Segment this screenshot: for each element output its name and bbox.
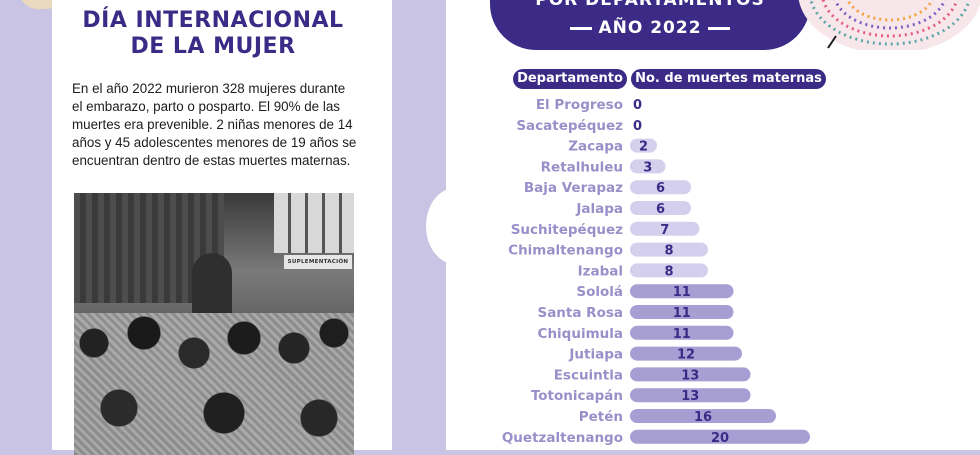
- value-label: 16: [694, 410, 712, 425]
- bar: [630, 409, 776, 423]
- ornament-decor: [798, 0, 980, 50]
- panel-gutter: [374, 0, 392, 450]
- department-label: Quetzaltenango: [502, 430, 623, 446]
- department-label: Petén: [579, 409, 623, 425]
- bar: [630, 346, 742, 361]
- header-year: AÑO 2022: [490, 18, 810, 38]
- left-decor-strip: [0, 0, 52, 450]
- department-label: Baja Verapaz: [524, 180, 623, 196]
- bar: [630, 263, 708, 278]
- header-band: [490, 0, 810, 50]
- department-label: Chiquimula: [538, 326, 623, 342]
- department-label: Totonicapán: [531, 388, 623, 404]
- bar: [630, 325, 734, 340]
- bar: [630, 138, 657, 153]
- department-label: Suchitepéquez: [511, 222, 623, 238]
- department-label: El Progreso: [536, 97, 623, 113]
- value-label: 7: [660, 223, 669, 238]
- value-label: 3: [643, 160, 652, 175]
- value-label: 11: [673, 306, 691, 321]
- title-line-2: DE LA MUJER: [130, 34, 296, 59]
- value-label: 0: [633, 98, 642, 113]
- value-label: 8: [664, 264, 673, 279]
- department-label: Santa Rosa: [537, 305, 623, 321]
- value-label: 0: [633, 119, 642, 134]
- department-label: Sololá: [576, 284, 623, 300]
- department-label: Zacapa: [568, 139, 623, 155]
- column-header-deaths: No. de muertes maternas: [631, 69, 826, 89]
- column-header-department: Departamento: [513, 69, 627, 89]
- page-title: DÍA INTERNACIONAL DE LA MUJER: [52, 8, 374, 60]
- department-label: Retalhuleu: [541, 159, 623, 175]
- department-label: Escuintla: [554, 367, 623, 383]
- value-label: 8: [664, 244, 673, 259]
- department-label: Chimaltenango: [508, 243, 623, 259]
- dash-left: [570, 26, 593, 30]
- photo-sign: SUPLEMENTACIÓN: [284, 255, 352, 269]
- photo-window: [274, 193, 354, 253]
- intro-paragraph: En el año 2022 murieron 328 mujeres dura…: [72, 81, 357, 168]
- classroom-photo: SUPLEMENTACIÓN: [74, 193, 354, 455]
- bar: [630, 284, 734, 299]
- value-label: 11: [673, 285, 691, 300]
- department-label: Izabal: [578, 263, 623, 279]
- bar: [630, 201, 691, 215]
- bar: [630, 159, 666, 174]
- value-label: 20: [711, 431, 729, 446]
- bar: [630, 305, 734, 319]
- bar: [630, 388, 751, 403]
- bar: [630, 242, 708, 257]
- dash-right: [707, 26, 730, 30]
- department-label: Jalapa: [575, 201, 623, 217]
- bar: [630, 180, 691, 195]
- value-label: 12: [677, 348, 695, 363]
- value-label: 6: [656, 181, 665, 196]
- department-label: Sacatepéquez: [516, 118, 623, 134]
- value-label: 13: [681, 389, 699, 404]
- bar: [630, 429, 810, 444]
- bar: [630, 367, 751, 382]
- header-subtitle: POR DEPARTAMENTOS: [535, 0, 765, 10]
- department-label: Jutiapa: [568, 347, 623, 363]
- header-year-text: AÑO 2022: [598, 18, 702, 38]
- value-label: 2: [639, 140, 648, 155]
- bar: [630, 221, 700, 236]
- value-label: 11: [673, 327, 691, 342]
- photo-audience: [74, 313, 354, 455]
- title-line-1: DÍA INTERNACIONAL: [82, 8, 344, 33]
- value-label: 6: [656, 202, 665, 217]
- card-notch: [426, 188, 484, 264]
- value-label: 13: [681, 368, 699, 383]
